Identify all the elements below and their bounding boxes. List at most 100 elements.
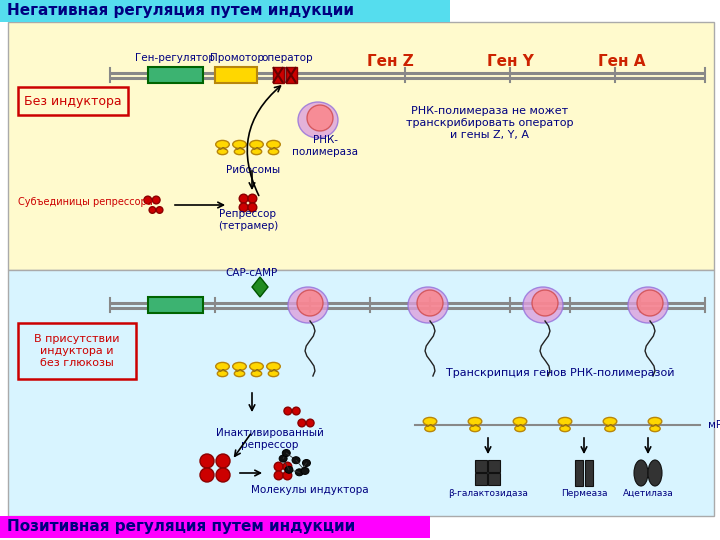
Bar — [272, 67, 284, 83]
Ellipse shape — [269, 148, 279, 154]
Ellipse shape — [297, 290, 323, 316]
Ellipse shape — [266, 362, 280, 370]
Text: Инактивированный
репрессор: Инактивированный репрессор — [216, 428, 324, 450]
Ellipse shape — [251, 148, 261, 154]
Ellipse shape — [295, 469, 303, 476]
Ellipse shape — [560, 426, 570, 431]
Ellipse shape — [408, 287, 448, 323]
Bar — [475, 460, 487, 472]
Ellipse shape — [144, 196, 152, 204]
Ellipse shape — [285, 466, 293, 473]
Ellipse shape — [648, 460, 662, 486]
Ellipse shape — [605, 426, 615, 431]
Text: РНК-
полимераза: РНК- полимераза — [292, 135, 358, 157]
Bar — [575, 460, 583, 486]
Text: Без индуктора: Без индуктора — [24, 94, 122, 107]
Polygon shape — [252, 277, 268, 297]
Bar — [475, 473, 487, 485]
Ellipse shape — [233, 140, 246, 148]
Text: Молекулы индуктора: Молекулы индуктора — [251, 485, 369, 495]
Ellipse shape — [284, 407, 292, 415]
Bar — [0, 516, 430, 538]
Ellipse shape — [648, 417, 662, 426]
Ellipse shape — [302, 460, 310, 467]
Ellipse shape — [251, 370, 261, 376]
Ellipse shape — [217, 370, 228, 376]
Text: CAP-сAMP: CAP-сAMP — [226, 268, 278, 278]
Text: В присутствии
индуктора и
без глюкозы: В присутствии индуктора и без глюкозы — [35, 334, 120, 368]
Ellipse shape — [425, 426, 435, 431]
Ellipse shape — [468, 417, 482, 426]
Ellipse shape — [200, 468, 214, 482]
Ellipse shape — [307, 105, 333, 131]
Ellipse shape — [470, 426, 480, 431]
Ellipse shape — [298, 419, 306, 427]
Text: Ген Z: Ген Z — [366, 53, 413, 69]
Bar — [0, 0, 450, 22]
Ellipse shape — [233, 362, 246, 370]
Ellipse shape — [637, 290, 663, 316]
Ellipse shape — [292, 407, 300, 415]
Ellipse shape — [216, 140, 229, 148]
Ellipse shape — [239, 194, 248, 203]
Bar — [148, 67, 203, 83]
Ellipse shape — [532, 290, 558, 316]
Text: Ген A: Ген A — [598, 53, 646, 69]
Bar — [488, 460, 500, 472]
Text: Репрессор
(тетрамер): Репрессор (тетрамер) — [218, 209, 278, 231]
Ellipse shape — [558, 417, 572, 426]
Ellipse shape — [216, 362, 229, 370]
Bar — [18, 323, 136, 379]
Ellipse shape — [274, 462, 283, 471]
Ellipse shape — [250, 362, 264, 370]
Bar — [488, 473, 500, 485]
Text: оператор: оператор — [261, 53, 312, 63]
Ellipse shape — [288, 287, 328, 323]
Text: Пермеаза: Пермеаза — [561, 489, 607, 497]
Ellipse shape — [513, 417, 527, 426]
Ellipse shape — [216, 468, 230, 482]
Text: β-галактозидаза: β-галактозидаза — [448, 489, 528, 497]
Ellipse shape — [279, 455, 287, 462]
Text: Рибосомы: Рибосомы — [226, 165, 280, 175]
Ellipse shape — [306, 419, 314, 427]
Text: Позитивная регуляция путем индукции: Позитивная регуляция путем индукции — [7, 519, 355, 535]
Ellipse shape — [298, 102, 338, 138]
Ellipse shape — [149, 207, 156, 213]
Ellipse shape — [649, 426, 660, 431]
Ellipse shape — [634, 460, 648, 486]
Bar — [585, 460, 593, 486]
Ellipse shape — [283, 462, 292, 471]
Bar — [8, 270, 714, 516]
Text: Субъединицы репрессора: Субъединицы репрессора — [18, 197, 153, 207]
Bar — [148, 297, 203, 313]
Text: мРНК: мРНК — [708, 420, 720, 430]
Text: Негативная регуляция путем индукции: Негативная регуляция путем индукции — [7, 3, 354, 18]
Ellipse shape — [417, 290, 443, 316]
Ellipse shape — [156, 207, 163, 213]
Ellipse shape — [239, 203, 248, 212]
Bar — [18, 87, 128, 115]
Text: Ацетилаза: Ацетилаза — [623, 489, 673, 497]
Bar — [8, 22, 714, 270]
Ellipse shape — [200, 454, 214, 468]
Ellipse shape — [217, 148, 228, 154]
Ellipse shape — [248, 203, 257, 212]
Text: Транскрипция генов РНК-полимеразой: Транскрипция генов РНК-полимеразой — [446, 368, 674, 378]
Text: Ген-регулятор: Ген-регулятор — [135, 53, 215, 63]
Ellipse shape — [153, 196, 160, 204]
Ellipse shape — [515, 426, 525, 431]
Ellipse shape — [274, 471, 283, 480]
Ellipse shape — [523, 287, 563, 323]
Ellipse shape — [269, 370, 279, 376]
Text: Ген Y: Ген Y — [487, 53, 534, 69]
Bar — [215, 67, 257, 83]
Ellipse shape — [628, 287, 668, 323]
Ellipse shape — [603, 417, 617, 426]
Text: РНК-полимераза не может
транскрибировать оператор
и гены Z, Y, A: РНК-полимераза не может транскрибировать… — [406, 106, 574, 140]
Ellipse shape — [234, 370, 245, 376]
Ellipse shape — [216, 454, 230, 468]
Ellipse shape — [282, 449, 290, 456]
Bar — [286, 67, 297, 83]
Ellipse shape — [283, 471, 292, 480]
